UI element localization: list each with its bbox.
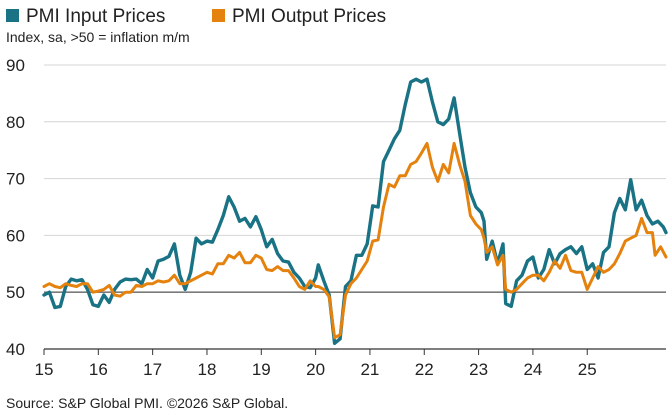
chart-subtitle: Index, sa, >50 = inflation m/m [6, 29, 190, 45]
legend-swatch-input-prices [6, 9, 19, 22]
x-tick-label-19: 19 [252, 360, 271, 379]
source-note: Source: S&P Global PMI. ©2026 S&P Global… [6, 395, 288, 411]
y-tick-label-60: 60 [6, 226, 25, 245]
x-tick-label-22: 22 [415, 360, 434, 379]
legend-swatch-output-prices [212, 9, 225, 22]
x-tick-label-25: 25 [578, 360, 597, 379]
y-tick-label-40: 40 [6, 340, 25, 359]
x-axis-ticks: 15 16 17 18 19 20 21 22 23 24 25 [35, 349, 597, 379]
series-line-input-prices [42, 77, 668, 345]
y-tick-label-80: 80 [6, 113, 25, 132]
x-tick-label-23: 23 [469, 360, 488, 379]
x-tick-label-24: 24 [523, 360, 542, 379]
x-tick-label-17: 17 [143, 360, 162, 379]
y-tick-label-90: 90 [6, 56, 25, 75]
y-tick-label-70: 70 [6, 170, 25, 189]
series-line-output-prices [42, 141, 668, 340]
x-tick-label-15: 15 [35, 360, 54, 379]
y-tick-label-50: 50 [6, 283, 25, 302]
x-tick-label-16: 16 [89, 360, 108, 379]
x-tick-label-20: 20 [306, 360, 325, 379]
series-lines [42, 77, 668, 345]
x-tick-label-21: 21 [360, 360, 379, 379]
legend: PMI Input Prices PMI Output Prices [6, 6, 386, 27]
grid-lines [44, 64, 666, 350]
x-tick-label-18: 18 [198, 360, 217, 379]
y-axis-ticks: 40 50 60 70 80 90 [6, 56, 25, 359]
legend-label-input-prices: PMI Input Prices [26, 6, 165, 27]
legend-label-output-prices: PMI Output Prices [232, 6, 386, 27]
